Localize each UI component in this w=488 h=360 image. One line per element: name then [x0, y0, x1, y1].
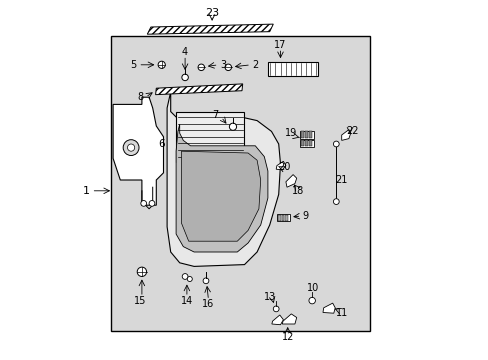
Text: 5: 5: [129, 60, 136, 70]
Bar: [301, 131, 304, 138]
Circle shape: [123, 140, 139, 156]
Bar: [281, 215, 284, 221]
Text: 18: 18: [292, 186, 304, 196]
Circle shape: [224, 64, 231, 71]
Circle shape: [127, 144, 134, 151]
Text: 11: 11: [335, 308, 347, 318]
Text: 12: 12: [281, 332, 293, 342]
Circle shape: [182, 74, 188, 81]
Text: 8: 8: [137, 92, 143, 102]
Polygon shape: [176, 124, 267, 252]
Bar: [277, 215, 280, 221]
Circle shape: [198, 64, 204, 71]
Polygon shape: [322, 303, 335, 313]
Polygon shape: [113, 97, 163, 205]
Polygon shape: [282, 314, 296, 324]
Text: 22: 22: [346, 126, 358, 136]
Text: 17: 17: [274, 40, 286, 50]
Polygon shape: [181, 151, 260, 241]
Polygon shape: [271, 315, 283, 325]
Text: 1: 1: [82, 186, 89, 196]
Text: 13: 13: [263, 292, 275, 302]
Bar: [305, 140, 307, 146]
Bar: [308, 131, 311, 138]
Circle shape: [229, 123, 236, 130]
Circle shape: [158, 61, 165, 68]
Bar: [276, 214, 289, 221]
Circle shape: [333, 199, 339, 204]
Bar: [300, 140, 313, 147]
Polygon shape: [276, 161, 285, 170]
Polygon shape: [285, 175, 296, 187]
Circle shape: [182, 274, 187, 279]
Text: 19: 19: [285, 128, 297, 138]
Text: 15: 15: [134, 296, 146, 306]
Circle shape: [273, 306, 279, 312]
Text: 9: 9: [302, 211, 308, 221]
Bar: [300, 131, 313, 139]
Circle shape: [308, 297, 315, 304]
Text: 20: 20: [277, 162, 290, 172]
Text: 21: 21: [335, 175, 347, 185]
Text: 10: 10: [306, 283, 318, 293]
Polygon shape: [167, 92, 280, 266]
Circle shape: [141, 201, 146, 206]
Circle shape: [203, 278, 208, 284]
Text: 4: 4: [182, 47, 188, 57]
Bar: [305, 131, 307, 138]
Polygon shape: [155, 84, 242, 95]
Text: 2: 2: [252, 60, 258, 70]
Text: 3: 3: [220, 60, 225, 70]
Bar: [301, 140, 304, 146]
Circle shape: [333, 141, 339, 147]
Text: 6: 6: [158, 139, 164, 149]
Text: 16: 16: [202, 299, 214, 309]
Polygon shape: [341, 130, 350, 140]
Polygon shape: [147, 24, 273, 34]
Text: 23: 23: [204, 8, 219, 18]
Text: 7: 7: [212, 110, 218, 120]
Text: 14: 14: [181, 296, 193, 306]
Bar: [285, 215, 287, 221]
Bar: [267, 62, 318, 76]
Circle shape: [187, 276, 192, 282]
Bar: [308, 140, 311, 146]
Circle shape: [137, 267, 146, 276]
Bar: [176, 112, 244, 162]
Circle shape: [149, 201, 155, 206]
Bar: [111, 36, 370, 331]
